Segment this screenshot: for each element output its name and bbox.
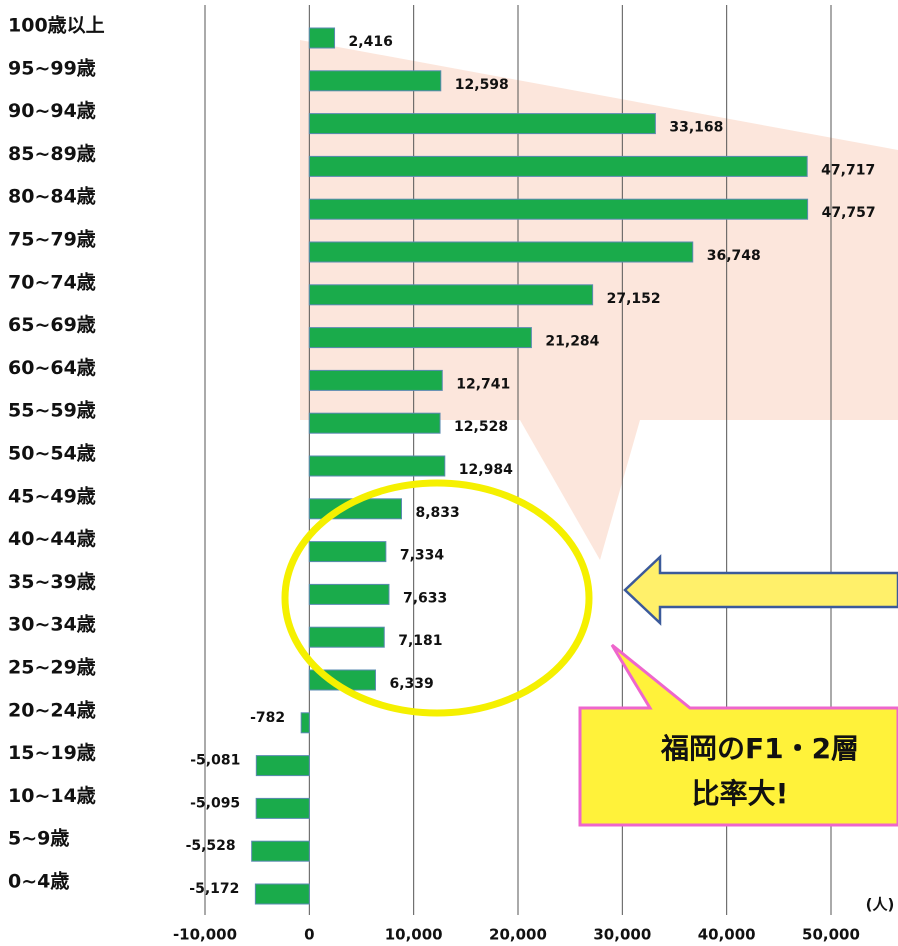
bar — [308, 327, 532, 349]
bar — [308, 113, 656, 135]
value-label: 47,717 — [821, 162, 875, 178]
y-tick-label: 20~24歳 — [8, 699, 96, 721]
y-tick-label: 10~14歳 — [8, 785, 96, 807]
value-label: 47,757 — [822, 205, 876, 221]
y-tick-label: 75~79歳 — [8, 229, 96, 251]
y-tick-label: 80~84歳 — [8, 186, 96, 208]
value-label: 7,334 — [400, 548, 445, 564]
x-tick-label: 20,000 — [489, 926, 547, 944]
y-tick-label: 85~89歳 — [8, 143, 96, 165]
value-label: 6,339 — [389, 676, 433, 692]
callout-text: 福岡のF1・2層 — [660, 732, 859, 765]
y-tick-label: 65~69歳 — [8, 314, 96, 336]
bar — [255, 797, 310, 819]
y-tick-label: 90~94歳 — [8, 100, 96, 122]
arrow — [623, 554, 898, 626]
bar — [308, 412, 441, 434]
value-label: -5,528 — [186, 838, 236, 854]
value-label: 12,741 — [456, 376, 510, 392]
value-label: -5,095 — [190, 795, 240, 811]
bar — [308, 583, 390, 605]
bar — [308, 284, 594, 306]
bar — [255, 755, 310, 777]
value-label: 7,181 — [398, 633, 442, 649]
value-label: 7,633 — [403, 590, 447, 606]
x-tick-label: -10,000 — [173, 926, 237, 944]
x-tick-label: 40,000 — [698, 926, 756, 944]
highlight-ellipse — [281, 479, 593, 717]
y-tick-label: 35~39歳 — [8, 571, 96, 593]
value-label: 2,416 — [349, 34, 393, 50]
y-tick-label: 95~99歳 — [8, 57, 96, 79]
value-label: 12,528 — [454, 419, 508, 435]
bar — [308, 198, 809, 220]
y-tick-label: 30~34歳 — [8, 614, 96, 636]
value-label: -5,081 — [190, 753, 240, 769]
x-tick-label: 0 — [304, 926, 314, 944]
y-tick-label: 25~29歳 — [8, 657, 96, 679]
x-tick-label: 30,000 — [593, 926, 651, 944]
callout-box — [578, 643, 898, 827]
y-tick-label: 50~54歳 — [8, 443, 96, 465]
value-label: 8,833 — [415, 505, 459, 521]
x-tick-label: 10,000 — [385, 926, 443, 944]
y-tick-label: 70~74歳 — [8, 271, 96, 293]
bar — [308, 369, 443, 391]
y-tick-label: 0~4歳 — [8, 871, 69, 893]
value-label: 36,748 — [707, 248, 761, 264]
y-tick-label: 100歳以上 — [8, 15, 105, 37]
bar — [308, 626, 385, 648]
bar — [308, 541, 387, 563]
value-label: 27,152 — [607, 291, 661, 307]
y-tick-label: 55~59歳 — [8, 400, 96, 422]
value-label: -5,172 — [189, 881, 239, 897]
y-tick-label: 5~9歳 — [8, 828, 69, 850]
y-tick-label: 15~19歳 — [8, 742, 96, 764]
callout-text: 比率大! — [692, 777, 789, 810]
value-label: 33,168 — [669, 120, 723, 136]
unit-label: (人) — [866, 896, 895, 914]
value-label: 21,284 — [545, 334, 599, 350]
y-tick-label: 45~49歳 — [8, 485, 96, 507]
value-label: 12,984 — [459, 462, 513, 478]
value-label: -782 — [250, 710, 285, 726]
y-tick-label: 60~64歳 — [8, 357, 96, 379]
bar — [251, 840, 310, 862]
x-tick-label: 50,000 — [802, 926, 860, 944]
bar — [254, 883, 310, 905]
bar — [308, 455, 446, 477]
y-tick-label: 40~44歳 — [8, 528, 96, 550]
bar — [300, 712, 310, 734]
bar — [308, 70, 442, 92]
bar — [308, 241, 694, 263]
bar — [308, 155, 808, 177]
value-label: 12,598 — [455, 77, 509, 93]
bar — [308, 27, 336, 49]
plot: -10,000 0 10,000 20,000 30,000 40,000 50,000 10… — [8, 5, 876, 944]
